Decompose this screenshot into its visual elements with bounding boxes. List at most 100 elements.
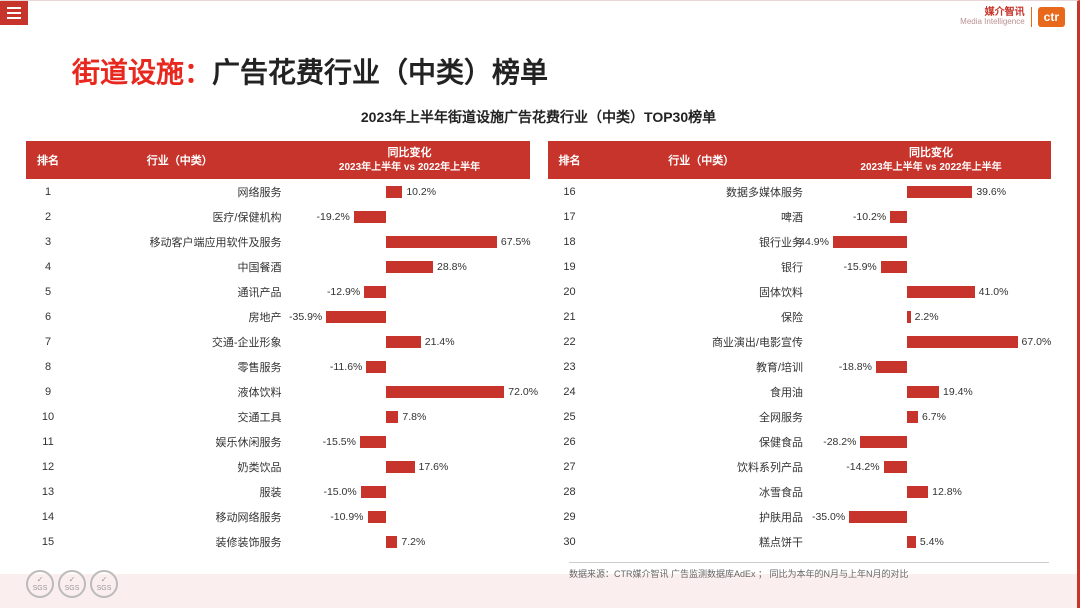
change-label: -44.9% <box>796 234 829 250</box>
cell-industry: 奶类饮品 <box>70 459 290 475</box>
change-bar <box>860 436 907 448</box>
cell-change: 41.0% <box>811 284 1051 300</box>
cell-change: -35.9% <box>290 309 530 325</box>
cell-rank: 18 <box>548 236 592 248</box>
cell-rank: 26 <box>548 436 592 448</box>
table-row: 1网络服务10.2% <box>26 179 530 204</box>
change-bar <box>368 511 386 523</box>
change-bar <box>907 486 928 498</box>
th-industry: 行业（中类） <box>70 152 290 168</box>
cell-rank: 17 <box>548 211 592 223</box>
change-bar <box>907 186 972 198</box>
cell-industry: 糕点饼干 <box>592 534 812 550</box>
change-bar <box>386 411 399 423</box>
th-rank: 排名 <box>548 152 592 168</box>
cell-rank: 10 <box>26 411 70 423</box>
cell-rank: 11 <box>26 436 70 448</box>
cell-change: 5.4% <box>811 534 1051 550</box>
cell-industry: 饮料系列产品 <box>592 459 812 475</box>
cell-industry: 房地产 <box>70 309 290 325</box>
cell-rank: 3 <box>26 236 70 248</box>
cell-industry: 银行 <box>592 259 812 275</box>
change-bar <box>386 386 505 398</box>
cell-change: 67.5% <box>290 234 530 250</box>
cell-industry: 交通-企业形象 <box>70 334 290 350</box>
change-label: -10.9% <box>330 509 363 525</box>
change-bar <box>833 236 907 248</box>
cell-change: 19.4% <box>811 384 1051 400</box>
change-bar <box>386 536 398 548</box>
change-label: -15.5% <box>323 434 356 450</box>
th-industry: 行业（中类） <box>592 152 812 168</box>
table-row: 30糕点饼干5.4% <box>548 529 1052 554</box>
cell-industry: 教育/培训 <box>592 359 812 375</box>
cell-industry: 保健食品 <box>592 434 812 450</box>
cell-industry: 移动网络服务 <box>70 509 290 525</box>
table-row: 23教育/培训-18.8% <box>548 354 1052 379</box>
cell-change: 28.8% <box>290 259 530 275</box>
cell-rank: 24 <box>548 386 592 398</box>
table-row: 11娱乐休闲服务-15.5% <box>26 429 530 454</box>
change-label: -18.8% <box>839 359 872 375</box>
cell-rank: 21 <box>548 311 592 323</box>
table-row: 3移动客户端应用软件及服务67.5% <box>26 229 530 254</box>
cell-change: 72.0% <box>290 384 530 400</box>
cell-industry: 装修装饰服务 <box>70 534 290 550</box>
footnote: 数据来源：CTR媒介智讯 广告监测数据库AdEx ； 同比为本年的N月与上年N月… <box>569 562 1049 580</box>
cell-change: -12.9% <box>290 284 530 300</box>
change-label: 39.6% <box>976 184 1006 200</box>
ranking-tables: 排名 行业（中类） 同比变化 2023年上半年 vs 2022年上半年 1网络服… <box>26 141 1051 554</box>
cell-change: 2.2% <box>811 309 1051 325</box>
change-bar <box>354 211 386 223</box>
cell-change: -19.2% <box>290 209 530 225</box>
table-row: 7交通-企业形象21.4% <box>26 329 530 354</box>
change-label: 17.6% <box>419 459 449 475</box>
change-label: 7.2% <box>401 534 425 550</box>
cell-change: -18.8% <box>811 359 1051 375</box>
table-row: 15装修装饰服务 7.2% <box>26 529 530 554</box>
table-row: 27饮料系列产品-14.2% <box>548 454 1052 479</box>
cell-rank: 19 <box>548 261 592 273</box>
brand-en: Media Intelligence <box>960 18 1024 27</box>
change-label: 41.0% <box>979 284 1009 300</box>
cell-industry: 交通工具 <box>70 409 290 425</box>
change-label: -14.2% <box>846 459 879 475</box>
cell-rank: 15 <box>26 536 70 548</box>
cell-rank: 16 <box>548 186 592 198</box>
change-bar <box>876 361 907 373</box>
cell-rank: 25 <box>548 411 592 423</box>
cell-rank: 12 <box>26 461 70 473</box>
cert-badges: SGS SGS SGS <box>26 570 118 598</box>
cell-change: -15.5% <box>290 434 530 450</box>
cell-industry: 服装 <box>70 484 290 500</box>
cell-rank: 14 <box>26 511 70 523</box>
change-bar <box>907 386 939 398</box>
table-row: 26保健食品-28.2% <box>548 429 1052 454</box>
title-rest: 广告花费行业（中类）榜单 <box>212 57 548 88</box>
table-row: 19银行-15.9% <box>548 254 1052 279</box>
table-row: 21保险2.2% <box>548 304 1052 329</box>
change-bar <box>907 311 911 323</box>
table-row: 6房地产-35.9% <box>26 304 530 329</box>
table-row: 8零售服务-11.6% <box>26 354 530 379</box>
cell-rank: 9 <box>26 386 70 398</box>
change-bar <box>326 311 385 323</box>
change-label: 5.4% <box>920 534 944 550</box>
cell-industry: 中国餐酒 <box>70 259 290 275</box>
cell-change: -10.2% <box>811 209 1051 225</box>
change-bar <box>386 236 497 248</box>
change-label: 19.4% <box>943 384 973 400</box>
th-rank: 排名 <box>26 152 70 168</box>
cell-change: 6.7% <box>811 409 1051 425</box>
change-bar <box>849 511 907 523</box>
cell-change: 67.0% <box>811 334 1051 350</box>
change-bar <box>890 211 907 223</box>
table-header: 排名 行业（中类） 同比变化 2023年上半年 vs 2022年上半年 <box>548 141 1052 179</box>
table-row: 24食用油19.4% <box>548 379 1052 404</box>
cell-industry: 网络服务 <box>70 184 290 200</box>
cell-change: 21.4% <box>290 334 530 350</box>
menu-button[interactable] <box>0 1 28 25</box>
change-label: 21.4% <box>425 334 455 350</box>
change-label: -35.0% <box>812 509 845 525</box>
table-row: 17啤酒-10.2% <box>548 204 1052 229</box>
